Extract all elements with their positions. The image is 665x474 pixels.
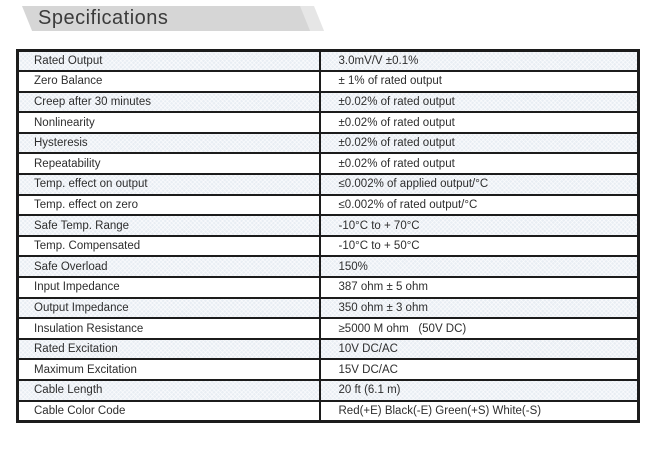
- spec-value: ± 1% of rated output: [318, 70, 640, 93]
- table-row: Hysteresis ±0.02% of rated output: [16, 131, 640, 155]
- table-row: Nonlinearity ±0.02% of rated output: [16, 111, 640, 134]
- spec-value: 350 ohm ± 3 ohm: [318, 296, 640, 320]
- spec-value: -10°C to + 70°C: [318, 214, 640, 237]
- spec-label: Rated Output: [16, 49, 321, 73]
- spec-label: Temp. effect on output: [16, 173, 321, 196]
- table-row: Safe Temp. Range -10°C to + 70°C: [16, 214, 640, 237]
- spec-label: Temp. Compensated: [16, 234, 321, 258]
- table-row: Rated Output 3.0mV/V ±0.1%: [16, 49, 640, 73]
- spec-label: Safe Temp. Range: [16, 214, 321, 237]
- spec-value: ±0.02% of rated output: [318, 131, 640, 155]
- spec-label: Zero Balance: [16, 70, 321, 93]
- spec-label: Safe Overload: [16, 255, 321, 279]
- spec-label: Cable Length: [16, 379, 321, 402]
- spec-value: 387 ohm ± 5 ohm: [318, 276, 640, 299]
- spec-value: 3.0mV/V ±0.1%: [318, 49, 640, 73]
- table-row: Output Impedance 350 ohm ± 3 ohm: [16, 296, 640, 320]
- table-row: Maximum Excitation 15V DC/AC: [16, 358, 640, 381]
- spec-label: Temp. effect on zero: [16, 193, 321, 217]
- table-row: Safe Overload 150%: [16, 255, 640, 279]
- spec-label: Insulation Resistance: [16, 317, 321, 340]
- spec-value: ≤0.002% of rated output/°C: [318, 193, 640, 217]
- specifications-table: Rated Output 3.0mV/V ±0.1% Zero Balance …: [16, 49, 640, 423]
- spec-label: Repeatability: [16, 152, 321, 176]
- spec-label: Cable Color Code: [16, 399, 321, 423]
- table-row: Temp. effect on output ≤0.002% of applie…: [16, 173, 640, 196]
- spec-value: ±0.02% of rated output: [318, 152, 640, 176]
- spec-label: Rated Excitation: [16, 337, 321, 361]
- spec-label: Input Impedance: [16, 276, 321, 299]
- spec-value: ±0.02% of rated output: [318, 90, 640, 114]
- table-row: Creep after 30 minutes ±0.02% of rated o…: [16, 90, 640, 114]
- spec-value: 150%: [318, 255, 640, 279]
- spec-value: 10V DC/AC: [318, 337, 640, 361]
- spec-value: ≤0.002% of applied output/°C: [318, 173, 640, 196]
- spec-label: Output Impedance: [16, 296, 321, 320]
- specifications-table-body: Rated Output 3.0mV/V ±0.1% Zero Balance …: [16, 49, 640, 423]
- spec-label: Hysteresis: [16, 131, 321, 155]
- spec-value: -10°C to + 50°C: [318, 234, 640, 258]
- table-row: Temp. effect on zero ≤0.002% of rated ou…: [16, 193, 640, 217]
- page-title: Specifications: [38, 7, 169, 29]
- table-row: Repeatability ±0.02% of rated output: [16, 152, 640, 176]
- table-row: Rated Excitation 10V DC/AC: [16, 337, 640, 361]
- spec-label: Maximum Excitation: [16, 358, 321, 381]
- table-row: Temp. Compensated -10°C to + 50°C: [16, 234, 640, 258]
- spec-value: Red(+E) Black(-E) Green(+S) White(-S): [318, 399, 640, 423]
- table-row: Cable Color Code Red(+E) Black(-E) Green…: [16, 399, 640, 423]
- spec-value: ≥5000 M ohm (50V DC): [318, 317, 640, 340]
- spec-value: 20 ft (6.1 m): [318, 379, 640, 402]
- table-row: Insulation Resistance ≥5000 M ohm (50V D…: [16, 317, 640, 340]
- table-row: Input Impedance 387 ohm ± 5 ohm: [16, 276, 640, 299]
- table-row: Zero Balance ± 1% of rated output: [16, 70, 640, 93]
- spec-label: Nonlinearity: [16, 111, 321, 134]
- table-row: Cable Length 20 ft (6.1 m): [16, 379, 640, 402]
- spec-label: Creep after 30 minutes: [16, 90, 321, 114]
- spec-value: 15V DC/AC: [318, 358, 640, 381]
- spec-value: ±0.02% of rated output: [318, 111, 640, 134]
